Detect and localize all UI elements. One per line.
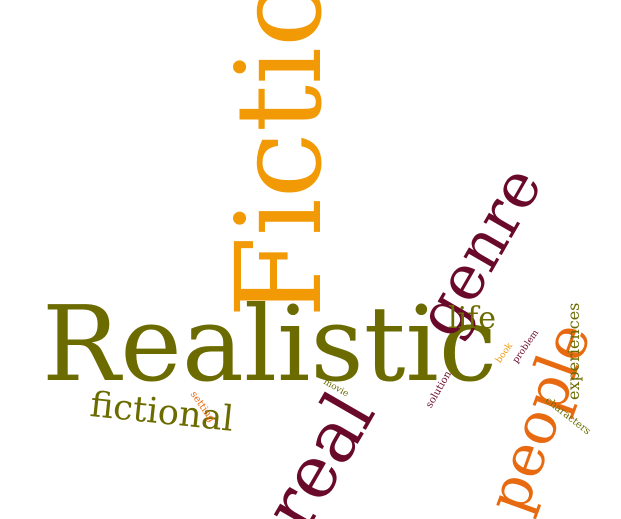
word-book: book	[494, 341, 516, 366]
word-experiences: experiences	[564, 302, 583, 400]
word-life: life	[448, 301, 497, 336]
word-realistic: Realistic	[42, 283, 498, 405]
word-fiction: Fiction	[210, 0, 348, 318]
